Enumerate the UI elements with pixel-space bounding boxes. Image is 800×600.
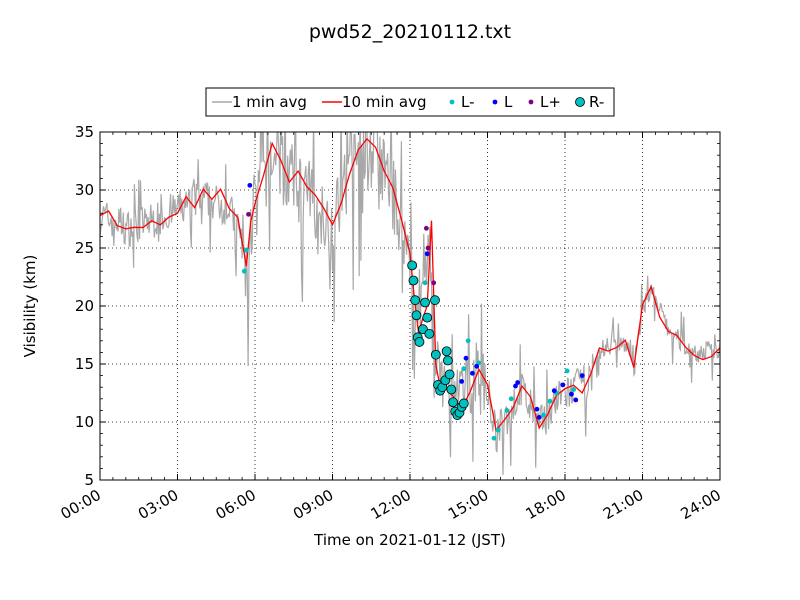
marker-r-minus xyxy=(422,312,433,323)
marker-r-minus xyxy=(442,355,453,366)
marker-l-minus xyxy=(504,408,510,413)
marker-l-minus xyxy=(495,427,501,433)
x-tick-label: 24:00 xyxy=(678,486,724,523)
legend-entry: L- xyxy=(449,93,475,111)
x-tick-label: 03:00 xyxy=(135,486,181,523)
marker-l xyxy=(579,373,585,378)
marker-l-minus xyxy=(422,280,428,286)
legend-label: 10 min avg xyxy=(342,93,427,111)
marker-r-minus xyxy=(430,349,441,360)
legend-entry: 1 min avg xyxy=(212,93,307,111)
y-tick-label: 25 xyxy=(75,239,94,257)
legend-swatch-marker xyxy=(528,99,534,105)
marker-l-plus xyxy=(246,211,251,217)
x-tick-label: 06:00 xyxy=(213,486,259,523)
legend-label: L xyxy=(504,93,513,111)
marker-r-minus xyxy=(448,397,458,408)
marker-l-plus xyxy=(423,225,429,231)
y-tick-label: 15 xyxy=(75,355,94,373)
marker-series xyxy=(241,182,585,441)
marker-r-minus xyxy=(430,295,440,306)
y-axis-label: Visibility (km) xyxy=(21,255,39,358)
x-axis-label: Time on 2021-01-12 (JST) xyxy=(313,531,506,549)
legend-entry: L xyxy=(492,93,513,111)
marker-r-minus xyxy=(444,369,455,380)
marker-r-minus xyxy=(414,337,425,347)
x-tick-label: 09:00 xyxy=(290,486,336,523)
legend-box xyxy=(205,87,615,117)
y-tick-label: 20 xyxy=(75,297,94,315)
marker-l-minus xyxy=(461,366,467,372)
marker-l xyxy=(534,406,540,412)
marker-l-minus xyxy=(476,360,482,366)
marker-l xyxy=(573,397,579,403)
x-tick-label: 00:00 xyxy=(58,486,104,523)
marker-l-minus xyxy=(547,398,553,404)
marker-l-minus xyxy=(465,338,471,344)
marker-l-minus xyxy=(243,247,249,253)
marker-l-plus xyxy=(425,245,431,251)
marker-l-minus xyxy=(541,412,546,418)
legend-label: 1 min avg xyxy=(232,93,307,111)
x-tick-label: 18:00 xyxy=(523,486,569,523)
y-tick-label: 35 xyxy=(75,123,94,141)
marker-l-minus xyxy=(241,268,247,274)
marker-r-minus xyxy=(411,310,422,321)
marker-l xyxy=(470,370,475,376)
y-tick-label: 30 xyxy=(75,181,94,199)
x-tick-label: 21:00 xyxy=(600,486,646,523)
marker-r-minus xyxy=(446,384,457,395)
legend-swatch-marker xyxy=(575,97,585,107)
marker-l xyxy=(247,182,253,188)
marker-l-minus xyxy=(491,435,497,441)
marker-l xyxy=(569,391,574,397)
marker-r-minus xyxy=(420,297,430,308)
marker-r-minus xyxy=(407,260,418,271)
marker-l xyxy=(515,380,521,385)
marker-l-minus xyxy=(571,387,577,392)
marker-l-minus xyxy=(564,368,570,374)
marker-l xyxy=(536,414,542,420)
x-tick-label: 12:00 xyxy=(368,486,414,523)
legend-entry: R- xyxy=(575,93,604,111)
legend-entry: L+ xyxy=(528,93,561,111)
legend-label: R- xyxy=(589,93,604,111)
marker-r-minus xyxy=(424,328,435,339)
marker-l xyxy=(474,363,480,369)
legend-entry: 10 min avg xyxy=(322,93,427,111)
marker-l xyxy=(463,355,469,361)
marker-l-plus xyxy=(431,280,437,286)
marker-r-minus xyxy=(408,275,419,286)
y-tick-label: 5 xyxy=(84,471,94,489)
chart-title: pwd52_20210112.txt xyxy=(309,21,511,43)
marker-l xyxy=(560,382,566,388)
legend-swatch-marker xyxy=(449,99,455,105)
legend-swatch-marker xyxy=(492,99,498,105)
y-tick-label: 10 xyxy=(75,413,94,431)
marker-l xyxy=(459,379,465,384)
legend: 1 min avg 10 min avg L- L L+ R- xyxy=(205,87,615,117)
marker-r-minus xyxy=(410,295,421,306)
marker-r-minus xyxy=(458,398,469,409)
legend-label: L+ xyxy=(540,93,561,111)
marker-l-minus xyxy=(508,396,514,402)
marker-l xyxy=(424,251,430,257)
x-tick-label: 15:00 xyxy=(445,486,491,523)
marker-l xyxy=(513,383,518,389)
legend-label: L- xyxy=(461,93,475,111)
marker-l xyxy=(551,388,557,394)
marker-r-minus xyxy=(441,346,452,357)
